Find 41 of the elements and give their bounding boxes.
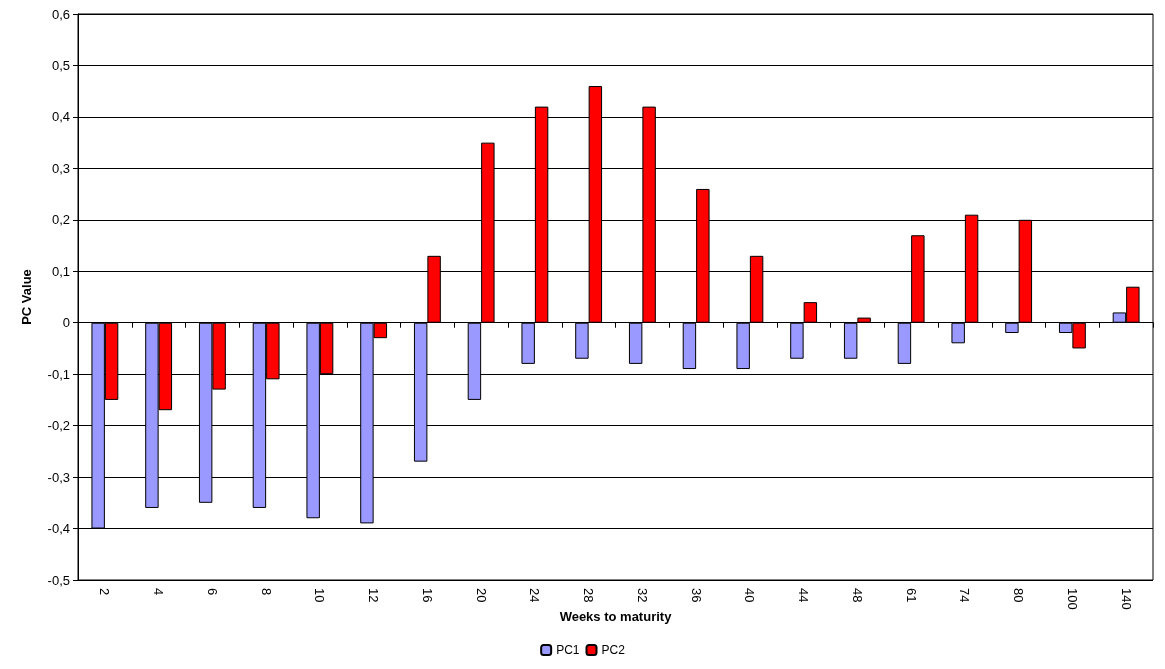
x-tick-label: 20 <box>473 588 489 603</box>
y-axis-title: PC Value <box>19 269 34 325</box>
y-tick-label: 0,4 <box>51 109 70 125</box>
y-tick-label: -0,5 <box>47 572 70 588</box>
y-tick-label: -0,2 <box>47 418 70 434</box>
y-tick-label: 0,6 <box>51 6 70 22</box>
y-tick-label: 0,1 <box>51 263 70 279</box>
bar <box>521 322 535 364</box>
legend-label: PC2 <box>601 643 626 657</box>
x-tick-label: 48 <box>849 588 865 603</box>
x-tick-label: 80 <box>1011 588 1027 603</box>
x-tick-label: 40 <box>742 588 758 603</box>
x-tick-label: 74 <box>957 588 973 603</box>
x-axis-title: Weeks to maturity <box>559 609 673 624</box>
x-tick-label: 4 <box>151 588 167 596</box>
x-tick-label: 24 <box>527 588 543 603</box>
y-tick-label: 0,3 <box>51 160 70 176</box>
x-tick-label: 2 <box>97 588 113 596</box>
x-tick-label: 36 <box>688 588 704 603</box>
x-tick-label: 140 <box>1118 588 1134 610</box>
y-tick-label: 0,5 <box>51 57 70 73</box>
y-tick-label: -0,1 <box>47 366 70 382</box>
y-tick-label: -0,3 <box>47 469 70 485</box>
y-tick-label: 0,2 <box>51 212 70 228</box>
x-tick-label: 100 <box>1064 588 1080 610</box>
x-tick-label: 61 <box>903 588 919 603</box>
y-tick-label: 0 <box>62 315 70 331</box>
bar <box>897 322 912 364</box>
x-tick-label: 28 <box>581 588 597 603</box>
x-tick-label: 44 <box>796 588 812 603</box>
legend-label: PC1 <box>556 643 580 657</box>
x-tick-label: 6 <box>204 588 220 596</box>
bar <box>682 322 697 370</box>
x-tick-label: 12 <box>366 588 382 603</box>
x-tick-label: 8 <box>258 588 274 596</box>
y-tick-label: -0,4 <box>47 521 70 537</box>
bar <box>736 322 750 370</box>
x-tick-label: 16 <box>419 588 435 603</box>
x-tick-label: 32 <box>634 588 650 603</box>
x-tick-label: 10 <box>312 588 328 603</box>
bar <box>951 322 965 344</box>
